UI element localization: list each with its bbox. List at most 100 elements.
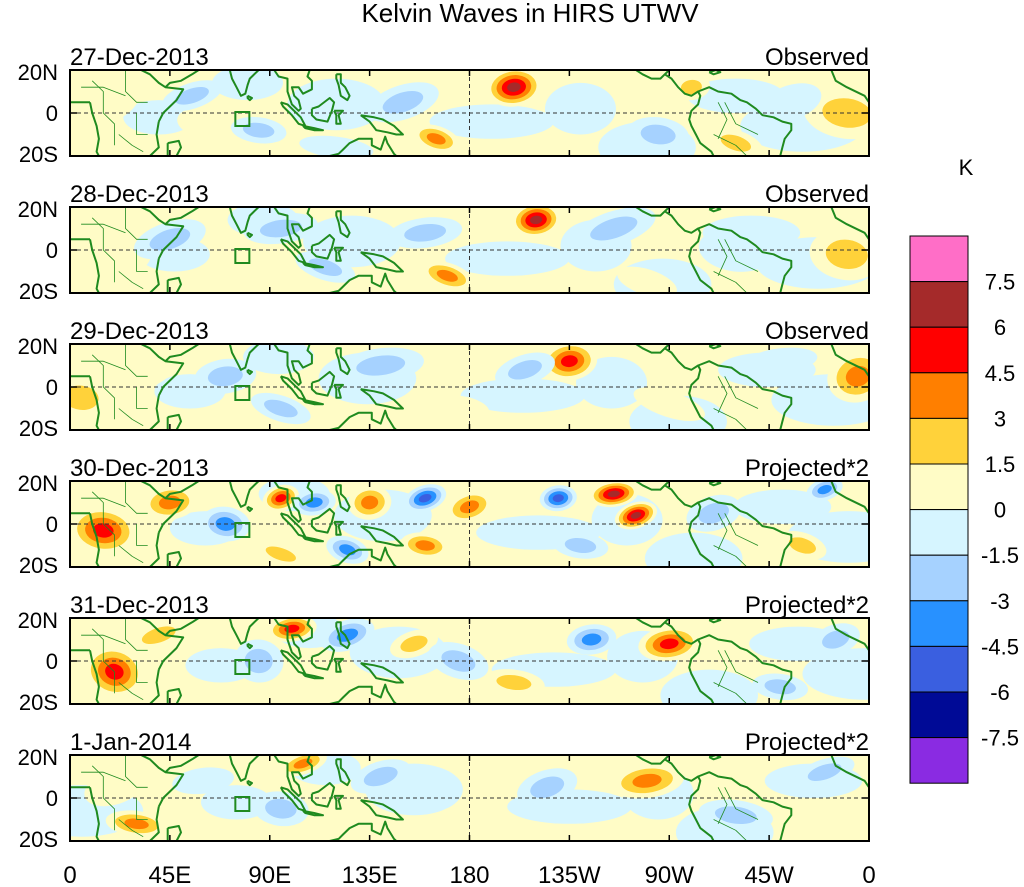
- india-coast: [220, 344, 260, 371]
- anomaly-blob: [752, 673, 809, 701]
- newGuinea-coast: [360, 251, 404, 273]
- africaNorth-coast: [70, 70, 185, 123]
- anomaly-blob: [811, 623, 860, 656]
- lon-label: 90E: [248, 862, 291, 887]
- africaSouth-coast: [89, 787, 100, 841]
- madagascar-coast: [166, 551, 182, 567]
- colorbar-swatch: [909, 281, 969, 328]
- madagascar-coast: [166, 276, 182, 293]
- panel-kind: Projected*2: [745, 592, 869, 619]
- lat-label: 0: [46, 238, 58, 263]
- arabia-coast: [164, 207, 200, 225]
- africa-coast: [830, 618, 869, 652]
- country-border: [91, 354, 115, 420]
- madagascar-coast: [166, 688, 182, 704]
- seAsia-coast: [273, 70, 313, 112]
- anomaly-blob: [292, 489, 336, 516]
- anomaly-blob: [743, 347, 818, 375]
- panel-2: 20N 0 20S 28-Dec-2013 Observed: [18, 181, 870, 304]
- sriLanka-coast: [246, 231, 253, 239]
- country-border: [125, 481, 148, 514]
- india-coast: [220, 618, 260, 645]
- australia-coast: [323, 135, 397, 156]
- australia-coast: [323, 683, 397, 704]
- africaSouth-coast: [89, 239, 100, 293]
- country-border: [713, 271, 748, 293]
- sulawesi-coast: [333, 109, 344, 125]
- colorbar-unit: K: [959, 155, 974, 180]
- lat-label: 0: [46, 649, 58, 674]
- country-border: [717, 376, 728, 413]
- anomaly-blob: [672, 74, 711, 101]
- box-marker: [234, 248, 251, 264]
- anomaly-blob: [326, 535, 369, 564]
- anomaly-blob: [134, 219, 206, 260]
- coastlines: [70, 207, 869, 293]
- country-border: [81, 86, 126, 97]
- newGuinea-coast: [360, 662, 404, 684]
- philippines-coast: [335, 210, 351, 239]
- taiwan-coast: [336, 746, 341, 753]
- coastlines: [70, 746, 869, 841]
- centralAm-coast: [664, 73, 715, 156]
- country-border: [91, 628, 115, 694]
- weak-negative-blob: [243, 344, 315, 375]
- panel-date: 1-Jan-2014: [70, 729, 191, 756]
- newGuinea-coast: [360, 799, 404, 821]
- anomaly-blob: [427, 395, 490, 422]
- weak-negative-blob: [544, 82, 616, 135]
- java-coast: [302, 261, 324, 269]
- taiwan-coast: [336, 609, 341, 616]
- africaEast-coast: [149, 395, 160, 430]
- anomaly-blob: [809, 228, 869, 281]
- country-border: [118, 134, 144, 153]
- africaEast-coast: [149, 121, 160, 156]
- centralAm-coast: [664, 210, 715, 293]
- colorbar-swatch: [909, 372, 969, 419]
- anomaly-blob: [495, 352, 555, 388]
- java-coast: [302, 672, 324, 680]
- anomaly-blob: [698, 799, 773, 831]
- country-border: [125, 70, 148, 103]
- lon-label: 45W: [744, 862, 794, 887]
- panel-date: 27-Dec-2013: [70, 44, 209, 71]
- anomaly-blob: [350, 759, 411, 794]
- sriLanka-coast: [246, 779, 253, 787]
- lat-label: 0: [46, 786, 58, 811]
- sulawesi-coast: [333, 657, 344, 673]
- anomaly-blob: [552, 532, 609, 559]
- colorbar-level: -3: [990, 589, 1010, 614]
- borneo-coast: [310, 507, 336, 534]
- seAsia-coast: [273, 344, 313, 386]
- anomaly-blob: [94, 345, 179, 395]
- sriLanka-coast: [246, 368, 253, 376]
- africa-coast: [830, 755, 869, 789]
- anomaly-blob: [254, 540, 308, 567]
- lat-label: 20N: [18, 608, 58, 633]
- country-border: [81, 223, 126, 234]
- mexico-coast: [635, 207, 670, 217]
- colorbar-swatch: [909, 509, 969, 556]
- anomaly-blob: [412, 124, 461, 154]
- country-border: [91, 80, 115, 146]
- box-marker: [234, 796, 251, 812]
- country-border: [724, 513, 759, 546]
- colorbar-level: 7.5: [985, 270, 1016, 295]
- africaNorth-coast: [70, 207, 185, 260]
- anomaly-blob: [84, 768, 145, 807]
- anomaly-blob: [420, 260, 475, 291]
- lat-label: 0: [46, 375, 58, 400]
- africa-coast: [830, 207, 869, 241]
- java-coast: [302, 398, 324, 406]
- arabia-coast: [164, 70, 200, 88]
- coastlines: [70, 609, 869, 704]
- anomaly-blob: [400, 532, 450, 559]
- lat-label: 20N: [18, 471, 58, 496]
- panel-4: 20N 0 20S 30-Dec-2013 Projected*2: [18, 455, 870, 578]
- arabia-coast: [164, 755, 200, 773]
- mexico-coast: [635, 481, 670, 491]
- arabia-coast: [164, 344, 200, 362]
- country-border: [118, 545, 144, 564]
- colorbar-swatch: [909, 600, 969, 647]
